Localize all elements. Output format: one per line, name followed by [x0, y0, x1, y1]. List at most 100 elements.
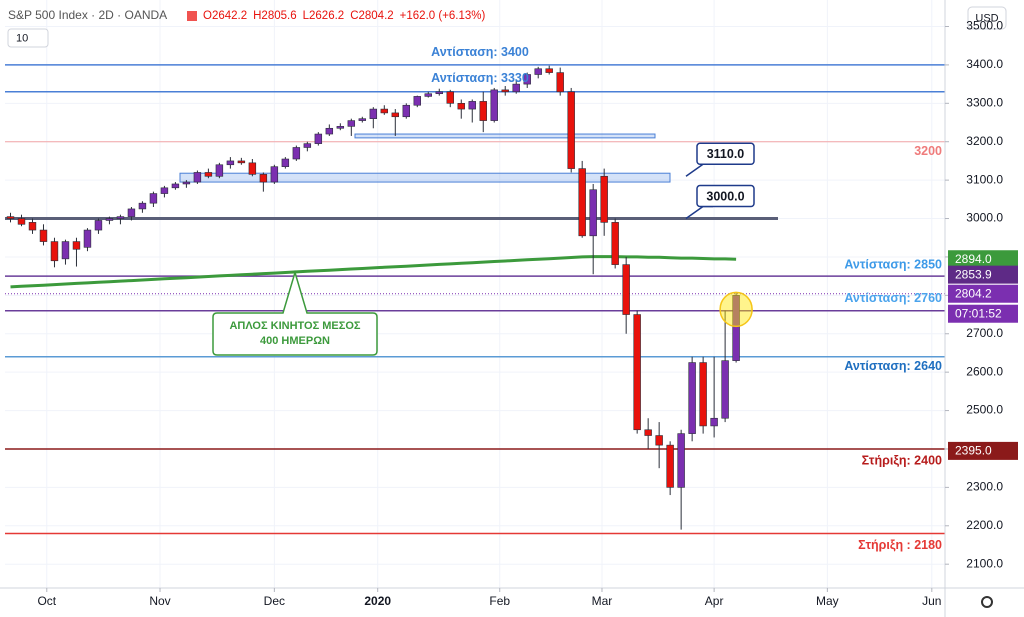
price-badge: [948, 265, 1018, 284]
y-tick-label: 3200.0: [966, 134, 1003, 148]
y-tick-label: 3100.0: [966, 172, 1003, 186]
y-tick-label: 2700.0: [966, 326, 1003, 340]
candle-body: [677, 433, 685, 488]
price-badge: [948, 284, 1018, 303]
price-badge: [948, 250, 1018, 269]
level-label: Στήριξη: 2400: [862, 453, 942, 467]
flag-icon: [187, 11, 197, 21]
x-tick-label: Mar: [592, 594, 613, 608]
y-tick-label: 2100.0: [966, 556, 1003, 570]
y-tick-label: 3000.0: [966, 211, 1003, 225]
highlight: [719, 291, 753, 328]
candle-body: [523, 74, 531, 85]
candle-body: [259, 174, 268, 183]
candle-body: [479, 101, 487, 121]
candle-body: [644, 429, 652, 436]
ohlc-value: C2804.2: [350, 10, 393, 22]
candle-body: [699, 362, 707, 427]
candle-body: [732, 295, 740, 361]
level-label: Στήριξη : 2180: [858, 538, 942, 552]
level-label: Αντίσταση: 3330: [431, 71, 529, 85]
ohlc-value: +162.0 (+6.13%): [400, 10, 486, 22]
candle-body: [457, 103, 465, 110]
callout-label: 3000.0: [706, 189, 744, 203]
candle-body: [545, 68, 553, 73]
candle-body: [94, 220, 103, 231]
candle-body: [710, 417, 718, 427]
settings-icon[interactable]: [981, 596, 993, 608]
callout-box: [696, 142, 755, 166]
candle-body: [347, 120, 356, 127]
candle-body: [204, 172, 213, 177]
candle-body: [17, 218, 26, 225]
annotation-text: ΑΠΛΟΣ ΚΙΝΗΤΟΣ ΜΕΣΟΣ: [229, 320, 360, 332]
candle-body: [380, 108, 389, 114]
candle-body: [556, 72, 564, 93]
candle-body: [6, 216, 15, 219]
candle-body: [72, 241, 81, 250]
candle-body: [721, 360, 729, 419]
candle-body: [611, 222, 619, 265]
candle-body: [501, 89, 509, 93]
candle-body: [402, 104, 410, 118]
candle-body: [413, 96, 421, 106]
candle-body: [688, 362, 696, 434]
indicator-badge: 10: [16, 32, 28, 44]
candle-body: [248, 162, 257, 175]
candle-body: [270, 166, 279, 183]
candle-body: [325, 127, 334, 135]
level-label: Αντίσταση: 2760: [844, 291, 942, 305]
y-tick-label: 3500.0: [966, 19, 1003, 33]
candle-body: [50, 241, 59, 262]
candle-body: [39, 229, 48, 242]
ohlc-value: O2642.2: [203, 10, 247, 22]
candle-body: [666, 444, 674, 488]
candle-body: [171, 183, 180, 189]
symbol-title: S&P 500 Index · 2D · OANDA: [8, 8, 167, 22]
candle-body: [655, 435, 663, 446]
x-tick-label: May: [816, 594, 839, 608]
candle-body: [160, 187, 169, 194]
header: S&P 500 Index · 2D · OANDA 10 USD: [7, 6, 1007, 608]
candle-body: [61, 241, 70, 260]
candle-body: [600, 175, 608, 223]
candle-body: [138, 202, 147, 210]
candle-body: [28, 222, 37, 231]
x-tick-label: Dec: [264, 594, 285, 608]
candle-body: [226, 160, 235, 166]
countdown-badge: [948, 304, 1018, 323]
price-badge-label: 2853.9: [955, 267, 992, 281]
x-tick-label: Feb: [489, 594, 510, 608]
candle-body: [193, 172, 202, 183]
candle-body: [314, 133, 323, 144]
currency-button[interactable]: [967, 6, 1007, 30]
candle-body: [127, 208, 136, 217]
candle-body: [534, 68, 542, 75]
candle-body: [391, 112, 400, 118]
price-badge-label: 2395.0: [955, 444, 992, 458]
plot: [5, 64, 945, 535]
level-label: Αντίσταση: 3400: [431, 45, 529, 59]
candle-body: [424, 93, 432, 97]
badge[interactable]: [7, 28, 49, 48]
price-badge-label: 2804.2: [955, 286, 992, 300]
candle-body: [149, 193, 158, 204]
candle-body: [292, 147, 301, 160]
level-label: 3200: [914, 144, 942, 158]
price-badge-label: 2894.0: [955, 252, 992, 266]
annotation-text: 400 ΗΜΕΡΩΝ: [260, 335, 330, 347]
price-badge: [948, 441, 1018, 460]
candle-body: [589, 189, 597, 237]
candle-body: [336, 126, 345, 129]
x-tick-label: Nov: [149, 594, 170, 608]
candle-body: [468, 101, 476, 110]
callout-label: 3110.0: [707, 147, 745, 161]
ohlc-value: H2805.6: [253, 10, 296, 22]
candle-body: [567, 91, 575, 169]
candle-body: [622, 264, 630, 315]
currency-label: USD: [975, 12, 998, 24]
y-tick-label: 2300.0: [966, 480, 1003, 494]
candle-body: [435, 91, 443, 95]
